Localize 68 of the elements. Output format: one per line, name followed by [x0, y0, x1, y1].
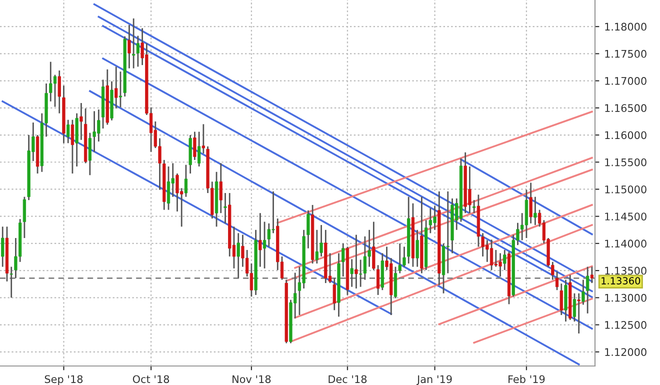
candlestick [416, 229, 419, 268]
candlestick [262, 221, 266, 270]
candlestick [376, 264, 380, 296]
y-tick-label: 1.12500 [605, 321, 646, 329]
candlestick [58, 70, 61, 114]
y-tick-label: 1.13500 [605, 266, 646, 275]
x-tick-label: Nov '18 [232, 375, 271, 384]
candlestick [560, 282, 563, 316]
candlestick [136, 35, 140, 68]
candlestick [472, 199, 476, 214]
x-tick-label: Dec '18 [328, 375, 367, 384]
candlestick [590, 266, 594, 284]
candlestick [342, 242, 345, 278]
candlestick [198, 131, 201, 168]
candlestick [332, 277, 336, 311]
y-tick-label: 1.14000 [605, 240, 646, 248]
y-tick-label: 1.18000 [605, 22, 646, 31]
y-tick-label: 1.16000 [605, 131, 646, 140]
candlestick [1, 226, 4, 268]
x-tick-label: Oct '18 [132, 375, 170, 384]
y-tick-label: 1.14500 [605, 212, 646, 220]
candlestick [572, 292, 576, 322]
candlestick [219, 162, 222, 214]
candlestick [66, 119, 70, 144]
candlestick [166, 166, 170, 211]
candlestick [359, 259, 362, 288]
candlestick [193, 131, 196, 161]
y-tick-label: 1.15000 [605, 185, 646, 194]
candlestick [363, 236, 367, 280]
candlestick [49, 61, 52, 102]
candlestick [577, 292, 580, 334]
candlestick [534, 196, 537, 226]
candlestick [446, 190, 450, 274]
x-tick-label: Jan '19 [416, 375, 452, 385]
candlestick [490, 238, 494, 271]
y-tick-label: 1.17500 [605, 50, 646, 58]
x-tick-label: Feb '19 [508, 375, 545, 384]
candlestick [236, 232, 240, 279]
candlestick [258, 212, 262, 268]
candlestick [372, 221, 376, 271]
candlestick [586, 266, 590, 314]
y-tick-label: 1.15500 [605, 158, 646, 166]
candlestick [354, 234, 358, 290]
candlestick [503, 249, 506, 271]
candlestick [70, 119, 74, 174]
candlestick [118, 70, 122, 108]
candlestick [128, 24, 131, 70]
y-tick-label: 1.13000 [605, 294, 646, 302]
candlestick [394, 266, 398, 299]
ref-line-label: 1.13360 [602, 277, 640, 284]
candlestick [582, 279, 585, 306]
candlestick [53, 74, 57, 108]
candlestick [114, 66, 118, 110]
candlestick [224, 192, 227, 224]
y-tick-label: 1.16500 [605, 104, 646, 112]
x-tick-label: Sep '18 [44, 375, 83, 385]
candlestick [10, 266, 13, 298]
y-tick-label: 1.17000 [605, 77, 646, 85]
candlestick [184, 164, 188, 198]
candlestick [529, 182, 532, 224]
candlestick [132, 18, 136, 70]
candlestick [22, 196, 26, 239]
candlestick [306, 210, 310, 250]
candlestick [350, 258, 354, 288]
y-tick-label: 1.12000 [605, 348, 646, 356]
candlestick [80, 102, 83, 141]
candlestick [555, 270, 559, 291]
candlestick [88, 132, 92, 176]
